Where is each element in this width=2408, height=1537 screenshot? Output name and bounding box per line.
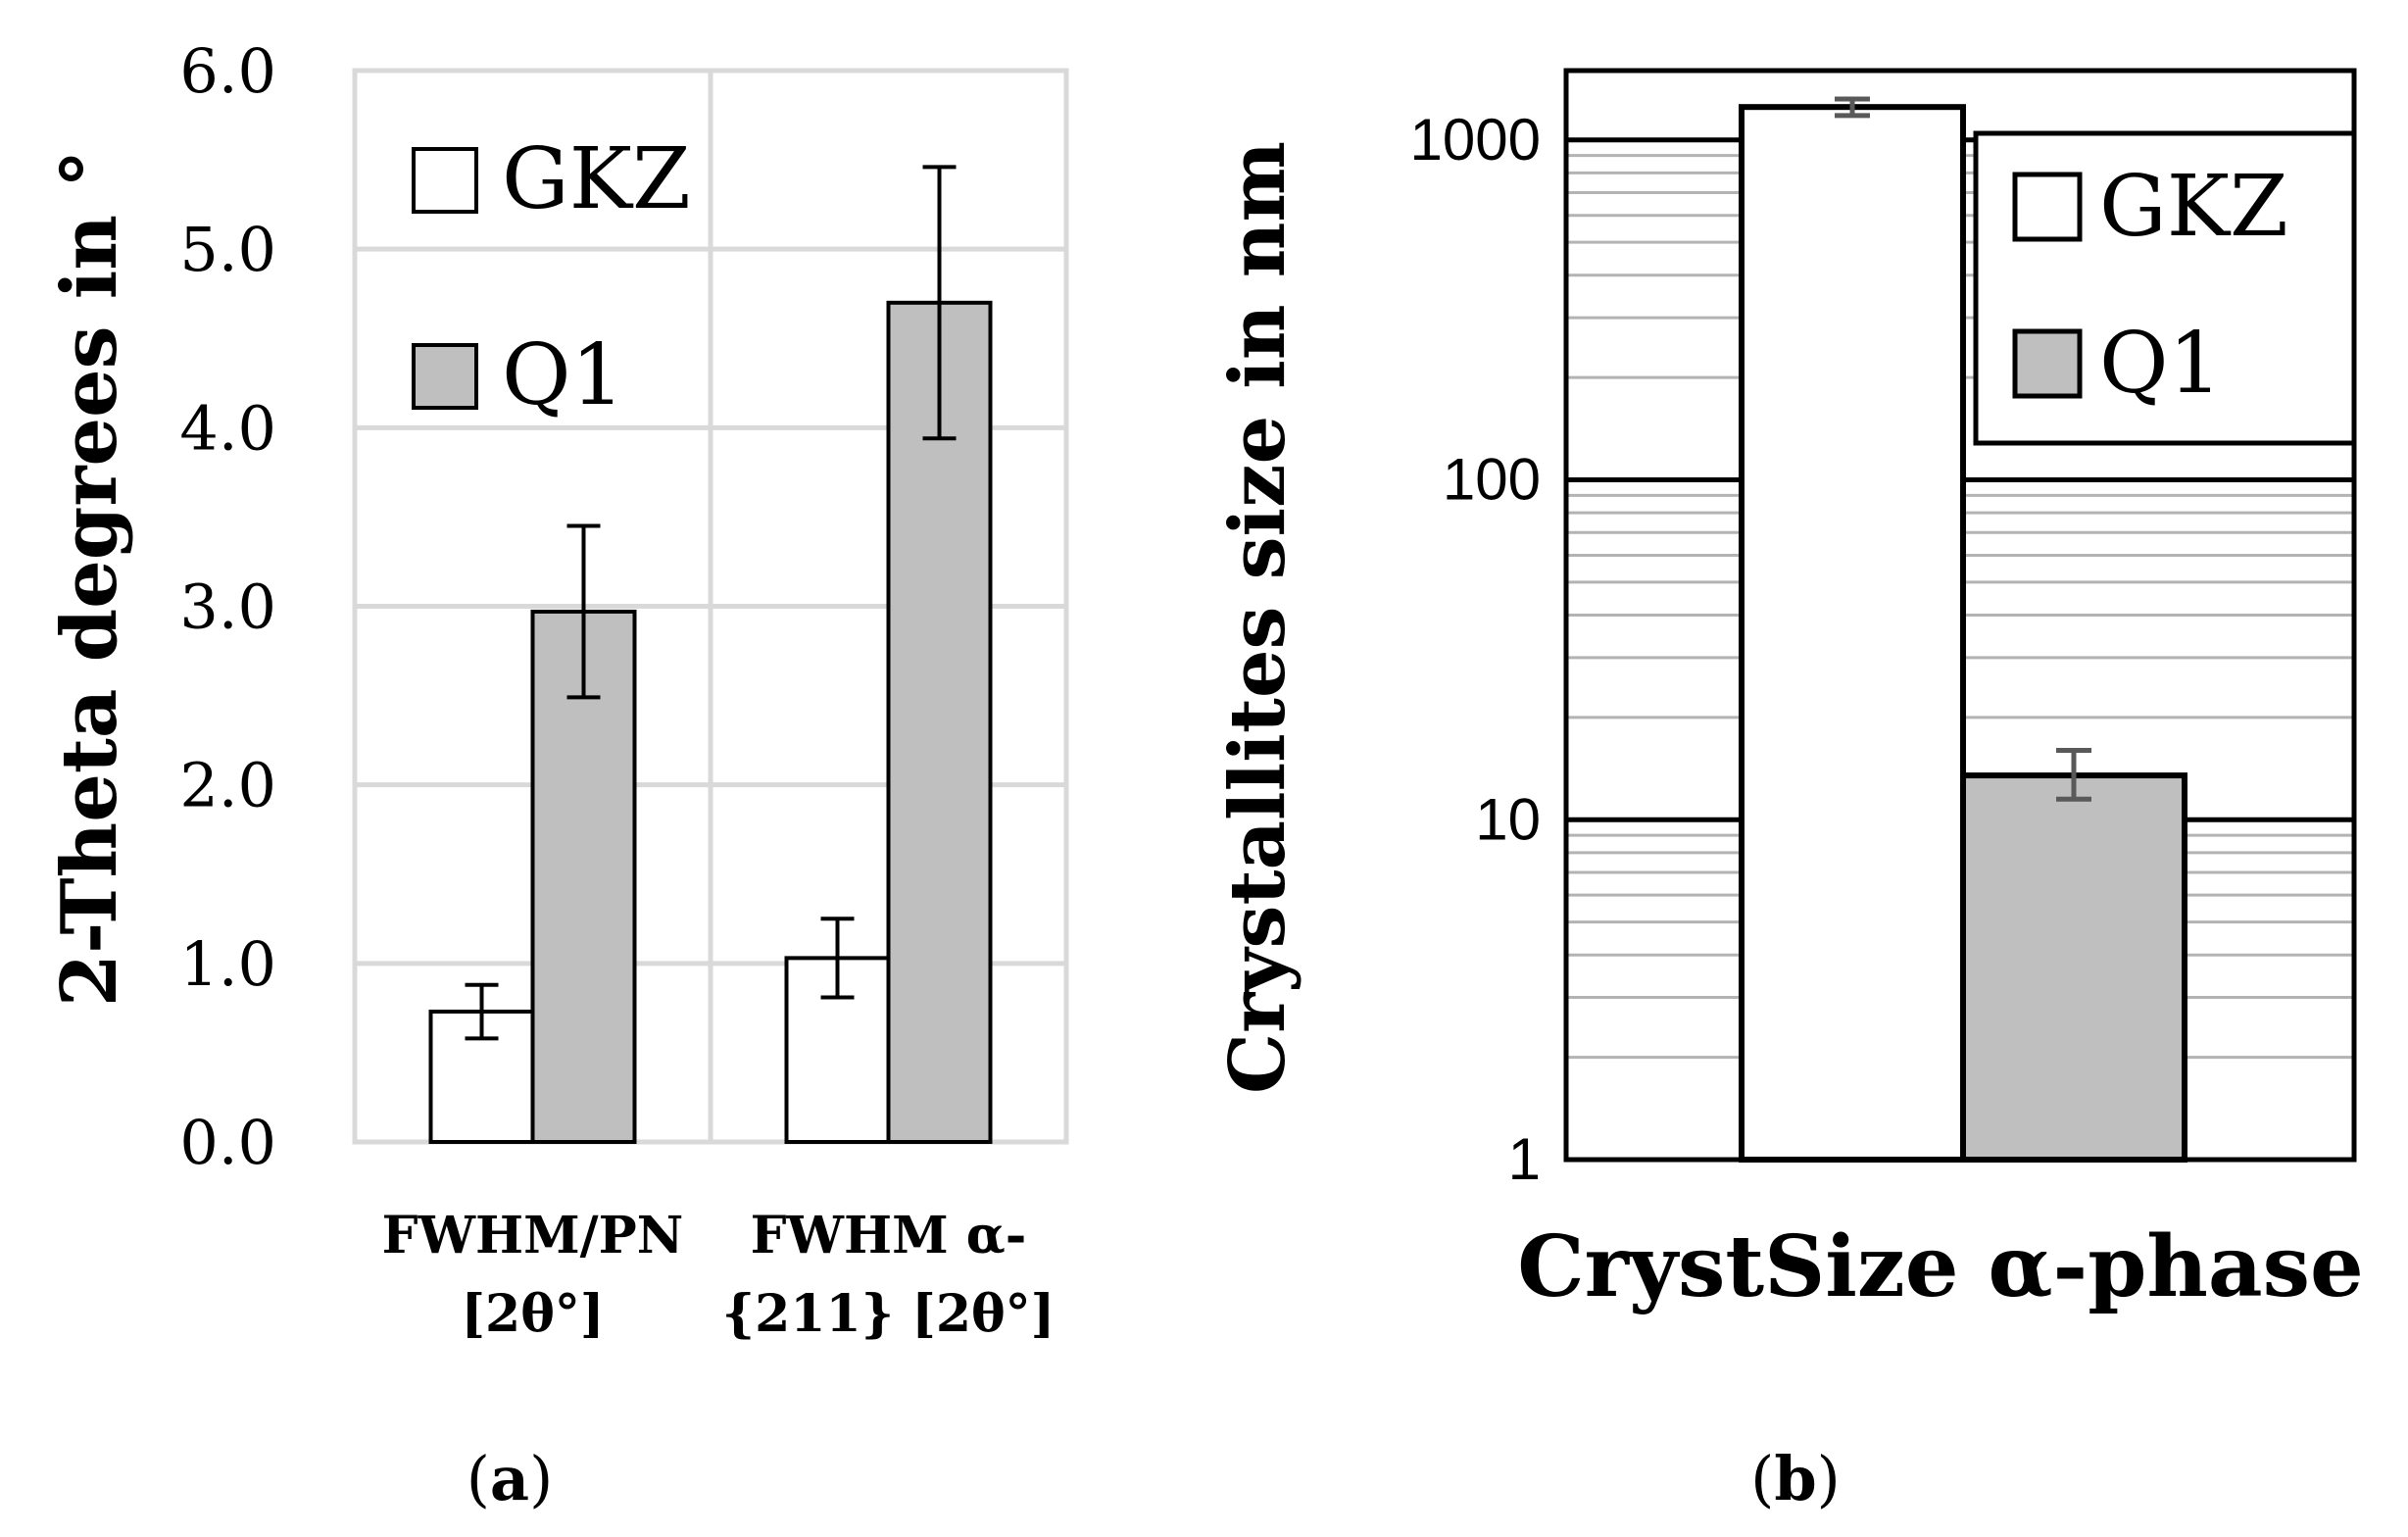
legend-swatch-gkz <box>412 147 478 214</box>
plot-area <box>1563 68 2357 1163</box>
legend-swatch-q1 <box>2012 328 2083 399</box>
legend-swatch-q1 <box>412 343 478 410</box>
y-axis-label: 2-Theta degrees in ° <box>45 150 134 1007</box>
y-tick-label: 4.0 <box>179 392 276 464</box>
y-tick-label: 2.0 <box>179 750 276 821</box>
bars <box>1739 104 2187 1164</box>
legend: GKZ Q1 <box>1973 130 2357 446</box>
error-bar <box>1835 96 1870 119</box>
x-category-label: [2θ°] <box>461 1284 604 1344</box>
panel-letter-b: b <box>1774 1443 1816 1514</box>
legend-label: Q1 <box>502 326 624 424</box>
x-category-label: FWHM/PN <box>382 1206 684 1265</box>
y-tick-label: 1000 <box>1410 107 1541 173</box>
y-tick-labels: 0.0 1.0 2.0 3.0 4.0 5.0 6.0 <box>179 35 276 1178</box>
panel-label-b: (b) <box>1750 1443 1841 1514</box>
y-tick-label: 5.0 <box>179 214 276 285</box>
panel-letter-a: a <box>490 1443 529 1514</box>
y-tick-label: 6.0 <box>179 35 276 107</box>
legend-label: GKZ <box>2099 158 2288 256</box>
legend-label: GKZ <box>502 130 691 228</box>
y-tick-label: 100 <box>1443 447 1541 513</box>
legend: GKZ Q1 <box>412 130 691 424</box>
error-bar <box>2056 747 2091 802</box>
bar-q1 <box>1960 772 2187 1163</box>
y-tick-label: 1.0 <box>179 928 276 1000</box>
error-bar <box>566 523 601 700</box>
y-tick-labels: 1 10 100 1000 <box>1410 107 1541 1192</box>
x-category-label: FWHM α- <box>751 1206 1027 1265</box>
legend-label: Q1 <box>2099 315 2222 413</box>
x-axis-label: CrystSize α-phase <box>1517 1217 2364 1316</box>
error-bars <box>465 165 957 1041</box>
plot-area <box>352 68 1069 1145</box>
y-tick-label: 1 <box>1508 1126 1541 1192</box>
bars <box>428 300 993 1145</box>
x-category-labels: FWHM/PN [2θ°] FWHM α- {211} [2θ°] <box>382 1206 1056 1344</box>
panel-label-a: (a) <box>467 1443 554 1514</box>
y-tick-label: 3.0 <box>179 571 276 643</box>
legend-swatch-gkz <box>2012 172 2083 242</box>
error-bar <box>820 917 855 1000</box>
error-bars <box>1835 96 2091 802</box>
y-tick-label: 10 <box>1475 786 1541 852</box>
y-axis-label: Crystallites size in nm <box>1213 141 1302 1094</box>
chart-panel-b: 1 10 100 1000 GKZ Q1 CrystSize α-phase Cryst… <box>1213 68 2364 1514</box>
x-category-label: {211} [2θ°] <box>722 1284 1056 1344</box>
error-bar <box>465 982 499 1041</box>
error-bar <box>922 165 957 441</box>
y-tick-label: 0.0 <box>179 1107 276 1178</box>
chart-panel-a: 0.0 1.0 2.0 3.0 4.0 5.0 6.0 FWHM/PN [2θ°] FWHM α… <box>45 35 1069 1514</box>
bar-gkz <box>1739 104 1966 1164</box>
